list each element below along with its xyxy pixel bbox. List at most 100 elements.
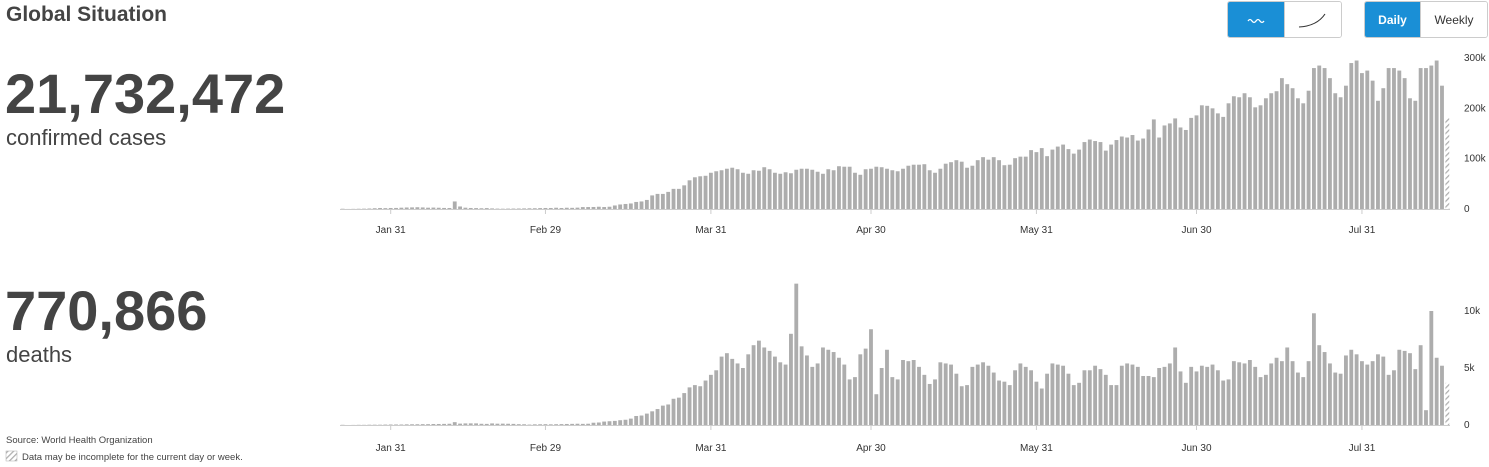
bar (1215, 113, 1220, 209)
bar (1210, 364, 1215, 425)
bar (618, 420, 623, 425)
x-tick-label: Jul 31 (1349, 443, 1376, 454)
bar (639, 415, 644, 425)
bar (1418, 345, 1423, 425)
bar (612, 205, 617, 209)
bar (1066, 373, 1071, 425)
bar (570, 423, 575, 425)
bar (991, 372, 996, 425)
cumulative-view-button[interactable] (1284, 2, 1341, 37)
bar (1061, 365, 1066, 425)
bar (410, 424, 414, 425)
bar (927, 170, 932, 209)
bar (682, 393, 687, 425)
bar (415, 424, 420, 425)
bar (1071, 385, 1076, 425)
bar (666, 404, 671, 425)
bar (1151, 119, 1156, 209)
bar (1242, 363, 1247, 425)
bar (895, 379, 900, 425)
y-tick-label: 200k (1464, 103, 1487, 114)
bar (1370, 80, 1375, 210)
bar (1151, 377, 1156, 425)
bar (773, 356, 777, 425)
x-tick-label: Mar 31 (695, 225, 727, 236)
bar (436, 207, 441, 209)
bar (885, 349, 889, 425)
bar (954, 373, 959, 425)
bar (981, 362, 985, 425)
bar (794, 169, 799, 209)
bar (468, 207, 473, 209)
bar (1210, 108, 1215, 209)
bar (1103, 150, 1108, 209)
bar (740, 172, 745, 209)
bar (751, 170, 756, 209)
bar (1055, 364, 1060, 425)
bar (991, 157, 996, 209)
bar (1333, 93, 1338, 209)
bar (1301, 377, 1306, 425)
bar (1039, 148, 1044, 209)
bar (1429, 311, 1434, 425)
bar (1226, 103, 1231, 209)
bar (869, 329, 873, 425)
bar (1237, 362, 1242, 425)
weekly-button[interactable]: Weekly (1420, 2, 1487, 37)
x-tick-label: Mar 31 (695, 443, 727, 454)
bar (949, 162, 953, 209)
incomplete-note: Data may be incomplete for the current d… (22, 452, 243, 463)
bar (1381, 356, 1386, 425)
bar (922, 164, 927, 209)
bar (410, 207, 414, 209)
bar (869, 168, 873, 209)
bar (751, 345, 756, 425)
bar (474, 423, 479, 425)
bar (1237, 97, 1242, 209)
bar (1157, 137, 1162, 209)
y-tick-label: 0 (1464, 420, 1470, 431)
bar (1146, 129, 1151, 209)
page-title: Global Situation (6, 3, 167, 26)
bar (1386, 374, 1391, 425)
y-tick-label: 100k (1464, 154, 1487, 165)
bar (970, 366, 975, 425)
daily-button[interactable]: Daily (1365, 2, 1420, 37)
bar (543, 207, 548, 209)
bar (773, 172, 777, 209)
bar (1098, 142, 1103, 209)
bar (399, 207, 404, 209)
bar (906, 361, 911, 425)
bar (997, 160, 1001, 209)
bar (527, 208, 532, 209)
bar (1290, 88, 1295, 209)
deaths-total: 770,866 (5, 279, 207, 342)
bar (1328, 363, 1332, 425)
bar (783, 172, 788, 209)
bar (826, 169, 831, 209)
bar (463, 207, 468, 209)
bar (810, 169, 815, 209)
bar (490, 423, 495, 425)
x-tick-label: May 31 (1020, 443, 1053, 454)
x-tick-label: Apr 30 (856, 225, 886, 236)
bar (1376, 354, 1380, 425)
bar (1376, 100, 1380, 209)
bar-view-button[interactable] (1228, 2, 1284, 37)
bar (1109, 144, 1114, 209)
bar (1231, 96, 1236, 209)
y-tick-label: 0 (1464, 204, 1470, 215)
bar (708, 374, 713, 425)
bar (607, 206, 612, 209)
bar (911, 360, 916, 425)
bar (644, 413, 649, 425)
bar (415, 207, 420, 209)
bar (394, 424, 398, 425)
bar (431, 207, 436, 209)
deaths-label: deaths (6, 342, 72, 367)
wave-icon (1247, 18, 1265, 23)
bar (805, 168, 809, 209)
bar (692, 177, 697, 209)
bar (506, 423, 511, 425)
bar (1002, 381, 1007, 425)
